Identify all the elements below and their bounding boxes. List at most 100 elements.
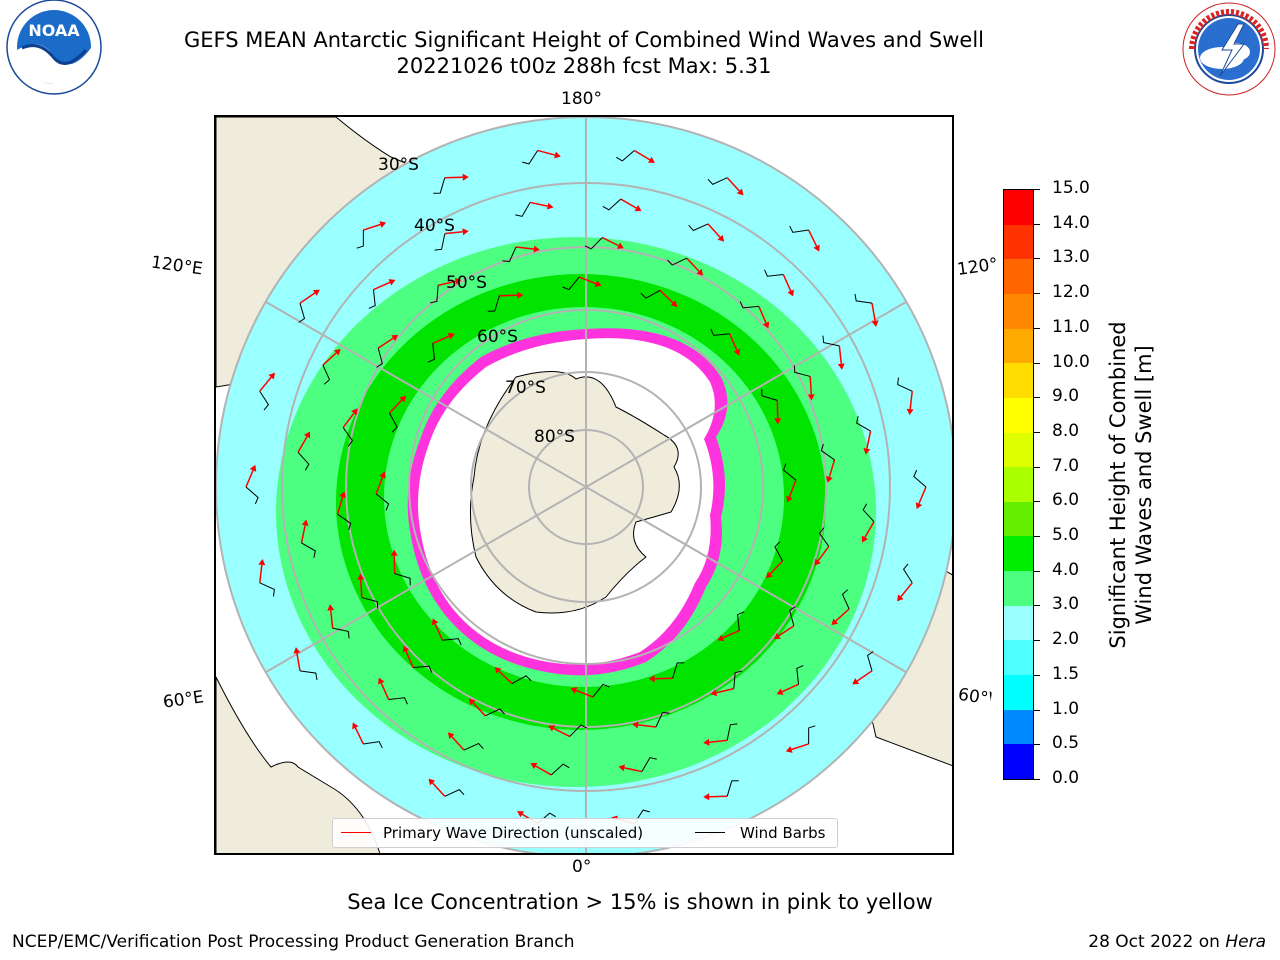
wave-arrow bbox=[359, 579, 363, 598]
colorbar-segment bbox=[1004, 363, 1033, 399]
lon-label-0: 0° bbox=[572, 857, 592, 877]
wave-arrow-head bbox=[379, 221, 387, 228]
wave-arrow-head bbox=[915, 502, 923, 510]
wind-barb bbox=[667, 257, 687, 266]
wind-barb bbox=[434, 233, 446, 251]
lon-label-120e: 120°E bbox=[149, 252, 204, 280]
wind-barb bbox=[782, 463, 797, 481]
colorbar-segment bbox=[1004, 293, 1033, 330]
wave-arrow-head bbox=[717, 234, 725, 242]
wind-legend-swatch bbox=[695, 832, 725, 833]
colorbar-tick-mark bbox=[1034, 223, 1040, 225]
wave-arrow bbox=[707, 223, 721, 238]
wind-barb bbox=[641, 757, 657, 772]
wave-arrow bbox=[637, 724, 657, 728]
wind-barb bbox=[487, 295, 500, 312]
wave-arrow-head bbox=[861, 535, 869, 543]
wave-arrow-head bbox=[766, 571, 773, 579]
wave-arrow bbox=[438, 280, 456, 287]
wave-arrow bbox=[299, 292, 316, 304]
wave-arrow-head bbox=[402, 645, 410, 653]
wave-arrow-head bbox=[462, 173, 469, 181]
wind-barb bbox=[569, 724, 588, 737]
wave-arrow bbox=[864, 521, 875, 538]
colorbar-segment bbox=[1004, 501, 1033, 537]
lat-label-70s: 70°S bbox=[505, 378, 546, 398]
colorbar-segment bbox=[1004, 571, 1033, 607]
lat-label-40s: 40°S bbox=[414, 216, 455, 236]
wave-arrow-head bbox=[618, 764, 626, 772]
wave-arrow-head bbox=[807, 394, 815, 401]
wave-arrow-head bbox=[831, 618, 839, 626]
wave-arrow bbox=[297, 436, 308, 453]
wave-arrow-head bbox=[431, 618, 439, 626]
wave-arrow bbox=[354, 727, 365, 745]
wind-barb bbox=[822, 335, 840, 347]
colorbar-tick-label: 10.0 bbox=[1052, 351, 1090, 372]
wave-arrow-head bbox=[813, 244, 820, 252]
wave-arrow bbox=[728, 333, 738, 351]
wind-barb bbox=[655, 711, 670, 728]
wave-arrow bbox=[602, 236, 619, 247]
wave-arrow bbox=[722, 629, 740, 639]
wave-arrow-head bbox=[906, 408, 914, 416]
wave-arrow-head bbox=[268, 372, 275, 380]
wind-barb bbox=[818, 527, 830, 547]
colorbar-tick-label: 9.0 bbox=[1052, 386, 1080, 407]
colorbar-segment bbox=[1004, 190, 1033, 226]
wind-barb bbox=[602, 198, 622, 211]
wave-arrow bbox=[838, 345, 843, 364]
wave-arrow-head bbox=[787, 289, 794, 297]
colorbar-tick-label: 3.0 bbox=[1052, 594, 1080, 615]
wave-arrow-head bbox=[301, 519, 309, 527]
wind-barb bbox=[550, 763, 570, 776]
wave-arrow-head bbox=[863, 447, 871, 455]
wave-arrow-head bbox=[733, 348, 741, 356]
wind-barb bbox=[299, 670, 318, 681]
wave-arrow-head bbox=[303, 431, 311, 439]
wind-barb bbox=[737, 611, 745, 631]
wind-barb bbox=[707, 177, 728, 185]
colorbar-segment bbox=[1004, 744, 1033, 780]
wave-arrow bbox=[686, 257, 700, 272]
wave-arrow-head bbox=[616, 242, 624, 249]
wind-barb bbox=[301, 542, 316, 558]
footer-host: Hera bbox=[1225, 932, 1266, 952]
wave-arrow-head bbox=[773, 632, 781, 640]
wind-barb bbox=[866, 651, 874, 671]
wave-arrow bbox=[624, 767, 643, 773]
wind-barb bbox=[789, 606, 796, 627]
wave-arrow-head bbox=[494, 667, 502, 674]
colorbar-tick-mark bbox=[1034, 709, 1040, 711]
wave-arrow bbox=[363, 223, 381, 231]
wave-arrow-head bbox=[357, 573, 365, 580]
chart-subtitle: 20221026 t00z 288h fcst Max: 5.31 bbox=[396, 54, 772, 78]
wind-barb bbox=[764, 269, 784, 277]
colorbar-label-line2: Wind Waves and Swell [m] bbox=[1132, 345, 1156, 625]
wind-barb bbox=[444, 789, 465, 797]
wave-arrow bbox=[866, 430, 872, 449]
wave-arrow bbox=[377, 337, 394, 349]
wave-arrow-head bbox=[390, 549, 398, 556]
wave-arrow bbox=[791, 743, 809, 751]
wind-barb bbox=[356, 230, 364, 249]
colorbar-tick-label: 8.0 bbox=[1052, 420, 1080, 441]
wind-barb bbox=[259, 582, 275, 597]
wave-arrow-head bbox=[762, 321, 770, 329]
wave-arrow-head bbox=[570, 687, 578, 694]
wave-arrow-head bbox=[351, 408, 358, 416]
wave-arrow-head bbox=[852, 678, 860, 685]
wave-arrow bbox=[380, 682, 390, 700]
wind-barb bbox=[862, 503, 875, 523]
nws-logo bbox=[1178, 0, 1280, 98]
wave-arrow-head bbox=[258, 558, 266, 566]
colorbar-tick-mark bbox=[1034, 640, 1040, 642]
colorbar-tick-label: 15.0 bbox=[1052, 178, 1090, 198]
wave-arrow-head bbox=[428, 778, 436, 786]
wave-arrow-head bbox=[388, 279, 396, 286]
colorbar-tick-label: 1.5 bbox=[1052, 663, 1080, 684]
wind-barb bbox=[688, 223, 709, 232]
wind-barb bbox=[820, 443, 835, 461]
wave-arrow bbox=[918, 486, 927, 504]
colorbar-tick-label: 4.0 bbox=[1052, 559, 1080, 580]
